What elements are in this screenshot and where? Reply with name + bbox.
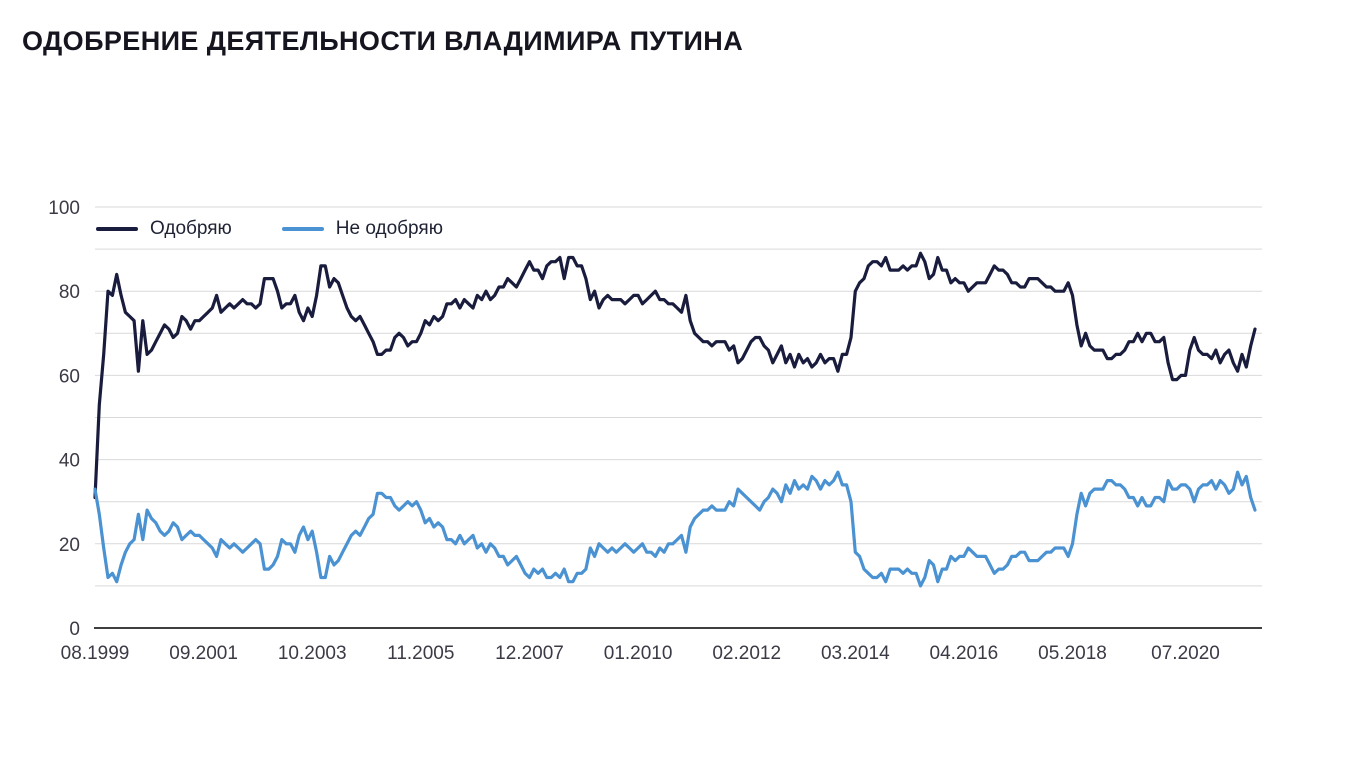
chart-title: ОДОБРЕНИЕ ДЕЯТЕЛЬНОСТИ ВЛАДИМИРА ПУТИНА [22,26,744,56]
y-tick-label: 80 [59,282,80,303]
x-tick-label: 07.2020 [1151,643,1220,664]
x-tick-label: 03.2014 [821,643,890,664]
legend-item-disapprove: Не одобряю [281,218,443,240]
y-tick-label: 60 [59,366,80,387]
disapprove-line [93,470,1257,588]
x-tick-label: 10.2003 [278,643,347,664]
legend-item-approve: Одобряю [96,218,232,240]
x-tick-label: 12.2007 [495,643,564,664]
legend-line-swatch-approve [96,227,138,231]
chart-legend: Одобряю Не одобряю [96,218,443,240]
x-tick-label: 04.2016 [930,643,999,664]
x-tick-label: 01.2010 [604,643,673,664]
legend-label-disapprove: Не одобряю [335,218,443,239]
y-tick-label: 100 [48,198,80,219]
y-tick-label: 40 [59,451,80,472]
y-tick-label: 20 [59,535,80,556]
x-tick-label: 02.2012 [712,643,781,664]
legend-line-swatch-disapprove [281,227,324,231]
x-tick-label: 11.2005 [387,643,454,664]
approve-line [93,251,1257,500]
x-tick-label: 09.2001 [169,643,238,664]
legend-label-approve: Одобряю [150,218,232,239]
x-tick-label: 08.1999 [61,643,130,664]
x-tick-label: 05.2018 [1038,643,1107,664]
y-tick-label: 0 [69,619,80,640]
